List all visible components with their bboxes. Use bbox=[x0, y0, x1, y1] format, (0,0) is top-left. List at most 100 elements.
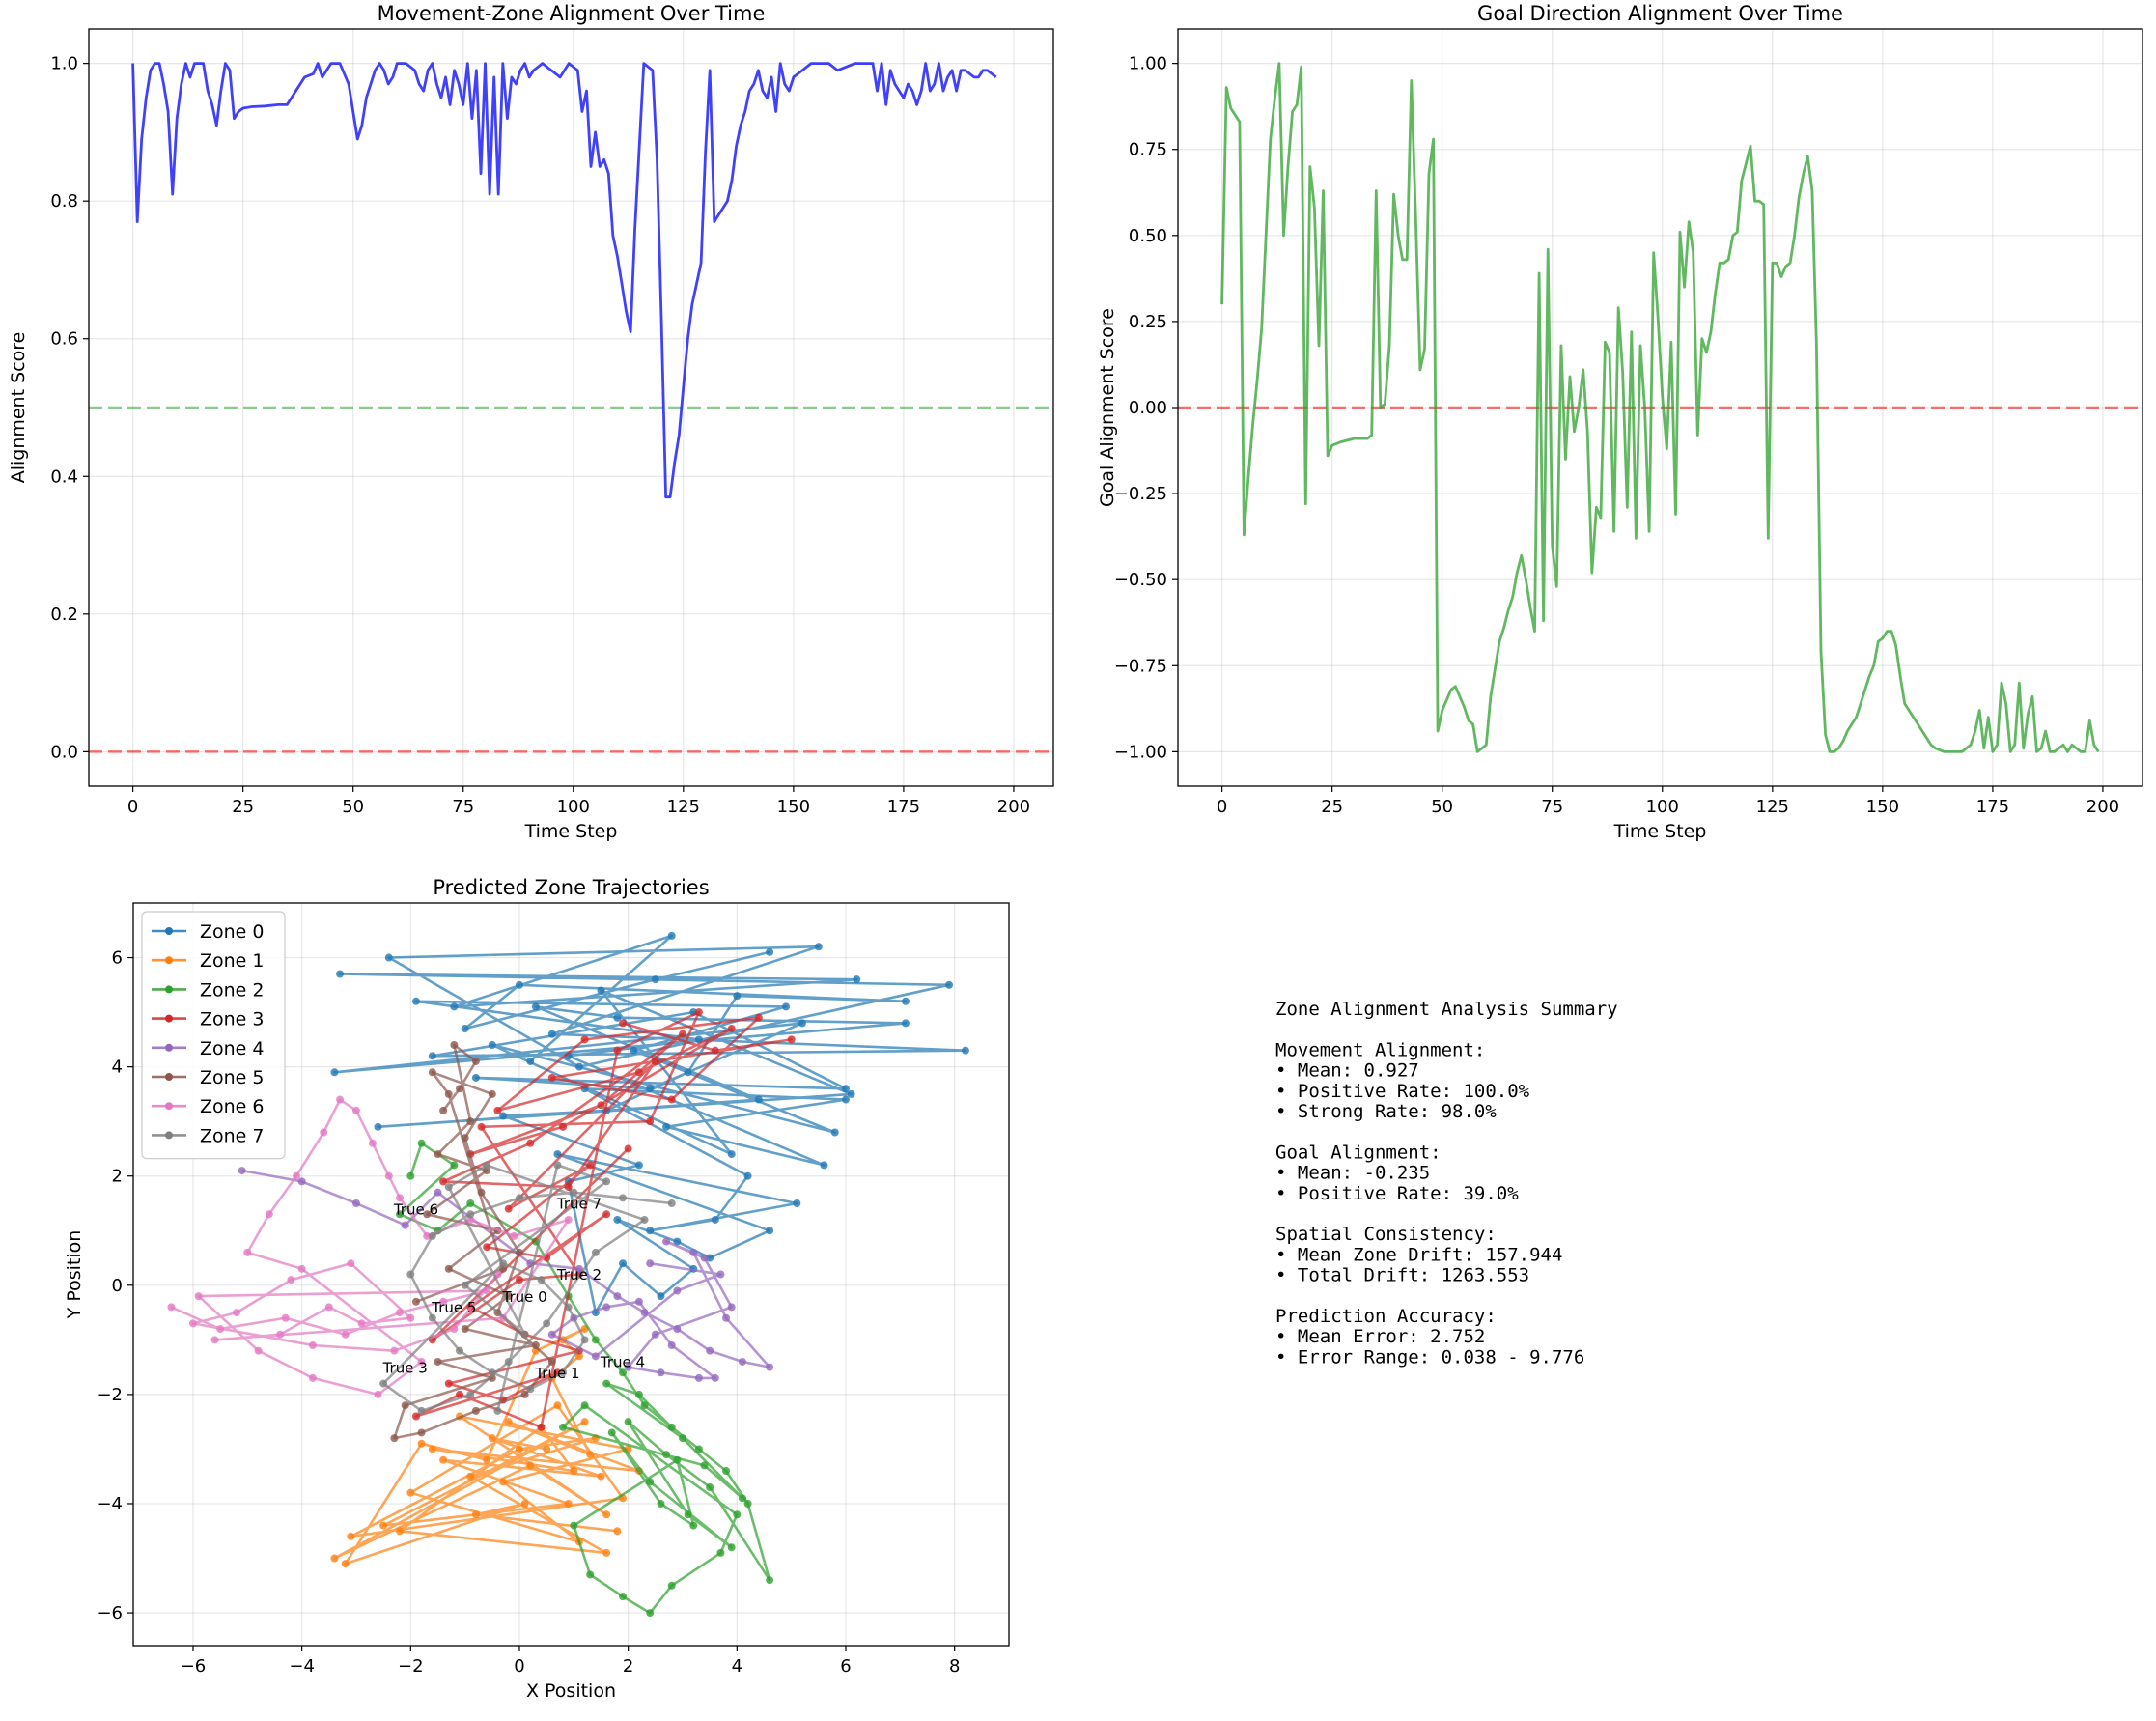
trajectory-point bbox=[276, 1330, 285, 1339]
zone-series-6 bbox=[167, 1095, 573, 1398]
summary-line: • Total Drift: 1263.553 bbox=[1275, 1265, 1529, 1286]
legend-label: Zone 1 bbox=[200, 950, 265, 972]
trajectory-point bbox=[347, 1532, 355, 1540]
trajectory-point bbox=[390, 1346, 399, 1355]
legend: Zone 0 Zone 1 Zone 2 Zone 3 Zone 4 Zone 5 Zone… bbox=[141, 911, 286, 1160]
y-axis-label: Goal Alignment Score bbox=[1097, 308, 1118, 507]
trajectory-point bbox=[694, 1035, 703, 1044]
x-tick-label: 100 bbox=[557, 797, 590, 817]
x-tick-label: 75 bbox=[1541, 797, 1563, 817]
trajectory-point bbox=[347, 1259, 355, 1268]
trajectory-point bbox=[439, 1177, 448, 1186]
trajectory-point bbox=[651, 1330, 659, 1339]
trajectory-point bbox=[630, 1046, 638, 1055]
trajectory-point bbox=[357, 1319, 366, 1328]
trajectory-point bbox=[456, 1085, 464, 1093]
trajectory-point bbox=[646, 1085, 655, 1093]
trajectory-line bbox=[381, 1164, 672, 1413]
trajectory-point bbox=[841, 1095, 850, 1104]
trajectory-point bbox=[667, 1423, 676, 1431]
trajectory-point bbox=[738, 1357, 746, 1366]
trajectory-point bbox=[428, 1052, 436, 1060]
y-axis-label: Alignment Score bbox=[8, 332, 29, 484]
trajectory-point bbox=[417, 1357, 426, 1366]
y-tick-label: 0.6 bbox=[50, 329, 78, 350]
trajectory-point bbox=[526, 1385, 535, 1394]
y-tick-label: −0.50 bbox=[1114, 570, 1167, 590]
legend-swatch-marker bbox=[165, 1131, 173, 1140]
y-tick-label: 2 bbox=[112, 1167, 123, 1187]
chart-title: Goal Direction Alignment Over Time bbox=[1477, 2, 1843, 25]
legend-swatch-marker bbox=[165, 1043, 173, 1052]
trajectory-point bbox=[293, 1171, 301, 1180]
trajectory-point bbox=[417, 1428, 426, 1437]
trajectory-point bbox=[471, 1510, 480, 1519]
x-tick-label: 100 bbox=[1646, 797, 1679, 817]
trajectory-point bbox=[526, 1139, 535, 1147]
trajectory-point bbox=[646, 1609, 655, 1618]
trajectory-point bbox=[547, 1073, 556, 1082]
trajectory-point bbox=[602, 1510, 611, 1519]
trajectory-point bbox=[694, 1008, 703, 1017]
trajectory-point bbox=[351, 1199, 360, 1207]
trajectory-point bbox=[634, 1068, 643, 1077]
trajectory-point bbox=[619, 1368, 628, 1377]
trajectory-point bbox=[570, 1467, 578, 1476]
trajectory-point bbox=[547, 1030, 556, 1038]
trajectory-point bbox=[216, 1325, 225, 1334]
trajectory-point bbox=[646, 1117, 655, 1126]
trajectory-point bbox=[694, 1445, 703, 1453]
legend-label: Zone 2 bbox=[200, 979, 265, 1001]
legend-swatch-marker bbox=[165, 985, 173, 994]
trajectory-point bbox=[640, 1401, 649, 1410]
true-zone-label: True 6 bbox=[393, 1200, 438, 1218]
y-tick-label: −6 bbox=[97, 1603, 123, 1623]
x-tick-label: 25 bbox=[1321, 797, 1343, 817]
trajectory-point bbox=[787, 1035, 796, 1044]
trajectory-point bbox=[243, 1248, 252, 1256]
x-tick-label: 175 bbox=[1976, 797, 2009, 817]
trajectory-point bbox=[547, 1357, 556, 1366]
legend-label: Zone 6 bbox=[200, 1096, 265, 1117]
x-tick-label: 200 bbox=[2086, 797, 2119, 817]
trajectory-point bbox=[597, 1101, 605, 1110]
trajectory-point bbox=[504, 1418, 513, 1426]
trajectory-point bbox=[662, 1122, 671, 1131]
x-tick-label: 50 bbox=[342, 797, 364, 817]
y-tick-label: 0.00 bbox=[1129, 398, 1167, 418]
trajectory-point bbox=[651, 1057, 659, 1065]
trajectory-point bbox=[188, 1319, 197, 1328]
trajectory-line bbox=[414, 1010, 793, 1429]
trajectory-point bbox=[607, 1428, 616, 1437]
summary-line: • Mean: -0.235 bbox=[1275, 1163, 1430, 1184]
trajectory-point bbox=[619, 1593, 628, 1601]
trajectory-point bbox=[564, 1215, 573, 1224]
plot-area bbox=[1178, 62, 2142, 753]
chart-title: Predicted Zone Trajectories bbox=[433, 876, 709, 899]
x-tick-label: 0 bbox=[1217, 797, 1227, 817]
trajectory-point bbox=[586, 1161, 595, 1170]
trajectory-point bbox=[716, 1270, 725, 1279]
trajectory-point bbox=[466, 1472, 475, 1481]
plot-area bbox=[167, 931, 969, 1618]
summary-line: • Strong Rate: 98.0% bbox=[1275, 1101, 1497, 1122]
trajectory-point bbox=[586, 1451, 595, 1459]
x-tick-label: 4 bbox=[732, 1656, 742, 1677]
trajectory-point bbox=[766, 1363, 774, 1371]
trajectory-point bbox=[706, 1254, 714, 1262]
x-tick-label: 150 bbox=[777, 797, 810, 817]
trajectory-point bbox=[320, 1128, 328, 1137]
summary-line: • Mean: 0.927 bbox=[1275, 1060, 1419, 1082]
trajectory-point bbox=[537, 1423, 546, 1431]
trajectory-point bbox=[667, 1095, 676, 1104]
trajectory-point bbox=[233, 1309, 241, 1317]
trajectory-point bbox=[483, 1455, 491, 1464]
x-tick-label: 0 bbox=[514, 1656, 524, 1677]
trajectory-point bbox=[450, 1325, 459, 1334]
trajectory-point bbox=[559, 1122, 568, 1131]
trajectory-point bbox=[667, 1581, 676, 1590]
x-tick-label: 175 bbox=[887, 797, 920, 817]
trajectory-point bbox=[743, 1171, 752, 1180]
trajectory-point bbox=[483, 1286, 491, 1295]
trajectory-point bbox=[456, 1346, 464, 1355]
